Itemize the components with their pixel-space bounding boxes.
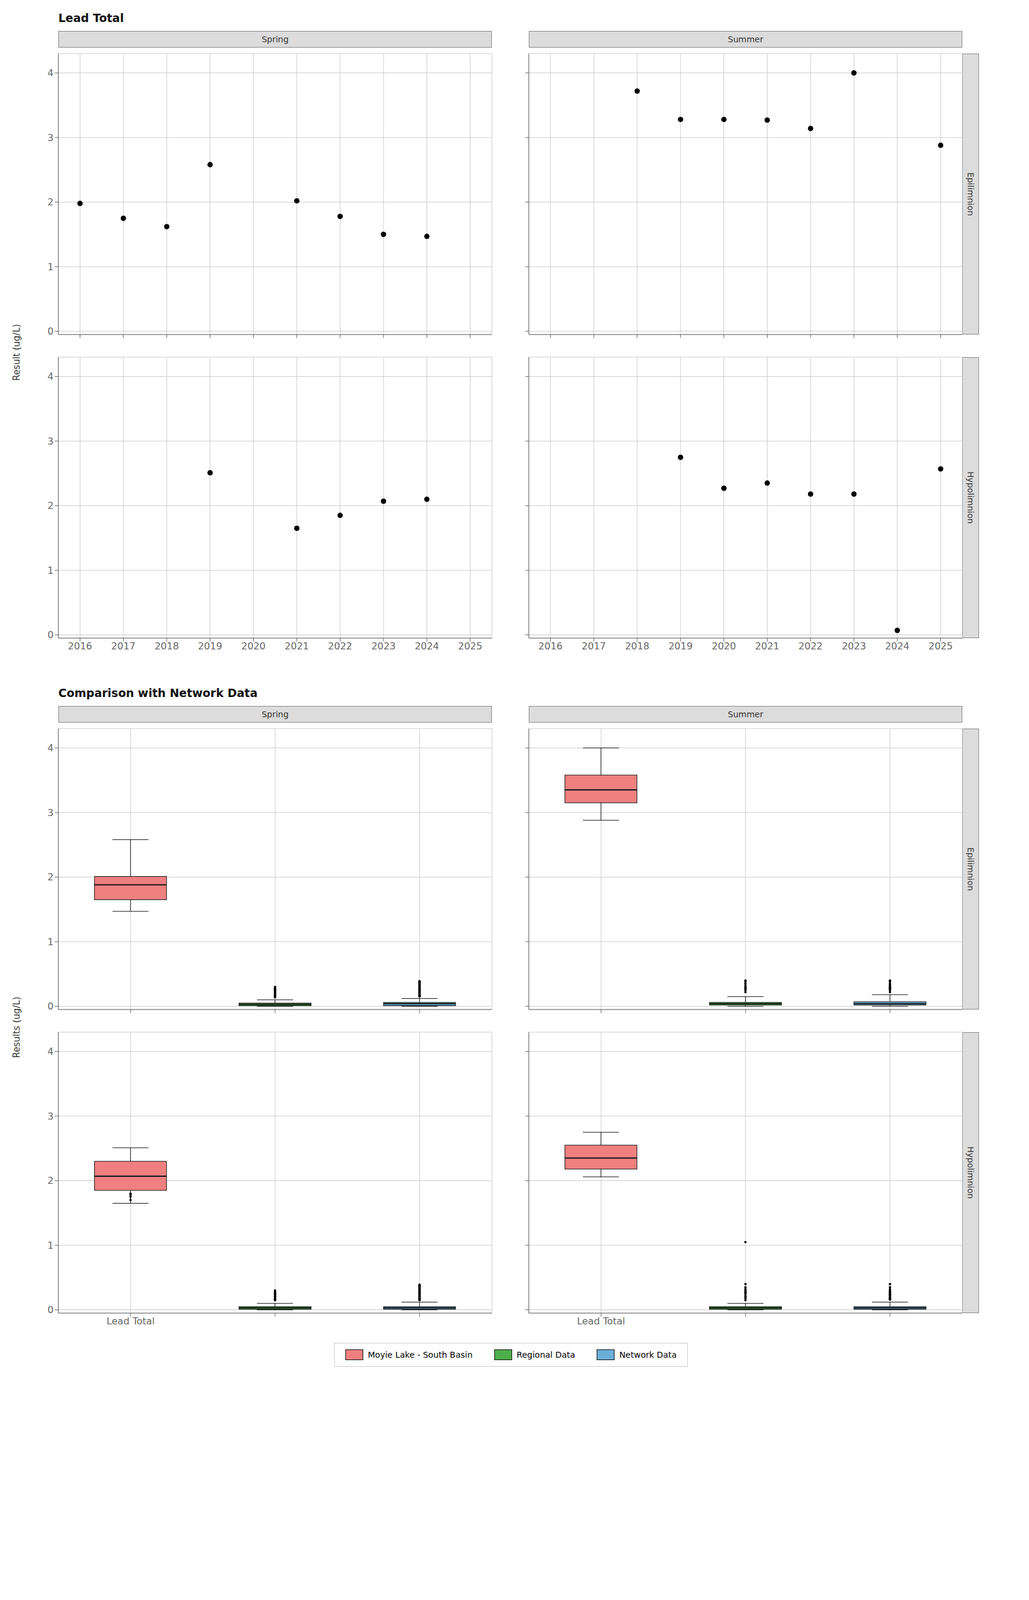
svg-text:3: 3 bbox=[47, 435, 54, 448]
svg-text:2: 2 bbox=[47, 500, 54, 512]
svg-text:Lead Total: Lead Total bbox=[577, 1316, 626, 1328]
svg-text:2021: 2021 bbox=[755, 640, 780, 653]
html-text:Summer: Summer bbox=[727, 34, 764, 45]
svg-text:3: 3 bbox=[47, 807, 54, 819]
svg-text:2021: 2021 bbox=[284, 640, 310, 653]
html-text:Regional Data: Regional Data bbox=[516, 1350, 576, 1361]
svg-text:2: 2 bbox=[47, 1175, 54, 1187]
html-text:Lead Total: Lead Total bbox=[58, 11, 124, 25]
html-text:Network Data: Network Data bbox=[619, 1350, 677, 1361]
svg-text:4: 4 bbox=[47, 67, 54, 79]
svg-text:1: 1 bbox=[47, 936, 54, 949]
html-text:Hypolimnion: Hypolimnion bbox=[965, 1146, 976, 1200]
svg-text:2017: 2017 bbox=[581, 640, 607, 653]
svg-text:1: 1 bbox=[47, 1240, 54, 1252]
svg-text:2018: 2018 bbox=[625, 640, 650, 653]
svg-text:1: 1 bbox=[47, 565, 54, 577]
svg-text:1: 1 bbox=[47, 261, 54, 273]
svg-text:2022: 2022 bbox=[798, 640, 823, 653]
html-text:Result (ug/L): Result (ug/L) bbox=[11, 324, 23, 381]
svg-text:4: 4 bbox=[47, 370, 54, 383]
svg-text:2023: 2023 bbox=[842, 640, 867, 653]
svg-text:Lead Total: Lead Total bbox=[106, 1316, 155, 1328]
html-text:Spring: Spring bbox=[261, 34, 289, 45]
svg-text:2022: 2022 bbox=[328, 640, 353, 653]
svg-text:2018: 2018 bbox=[154, 640, 180, 653]
html-text:Summer: Summer bbox=[727, 709, 764, 720]
svg-text:2024: 2024 bbox=[414, 640, 439, 653]
html-text:Epilimnion: Epilimnion bbox=[965, 847, 976, 892]
svg-text:2023: 2023 bbox=[371, 640, 396, 653]
svg-text:2016: 2016 bbox=[538, 640, 563, 653]
svg-text:2019: 2019 bbox=[197, 640, 223, 653]
svg-text:2: 2 bbox=[47, 871, 54, 884]
svg-text:2017: 2017 bbox=[111, 640, 136, 653]
svg-text:4: 4 bbox=[47, 742, 54, 754]
svg-text:4: 4 bbox=[47, 1046, 54, 1058]
html-text:Results (ug/L): Results (ug/L) bbox=[11, 997, 23, 1059]
svg-text:3: 3 bbox=[47, 132, 54, 144]
svg-text:2016: 2016 bbox=[67, 640, 93, 653]
svg-text:2025: 2025 bbox=[457, 640, 483, 653]
svg-text:0: 0 bbox=[47, 1304, 54, 1317]
html-text:Moyie Lake - South Basin: Moyie Lake - South Basin bbox=[367, 1350, 473, 1361]
svg-text:2020: 2020 bbox=[711, 640, 737, 653]
svg-text:3: 3 bbox=[47, 1111, 54, 1123]
html-text:Hypolimnion: Hypolimnion bbox=[965, 471, 976, 524]
html-text:Epilimnion: Epilimnion bbox=[965, 172, 976, 216]
svg-text:0: 0 bbox=[47, 325, 54, 338]
svg-text:2020: 2020 bbox=[241, 640, 266, 653]
svg-text:2019: 2019 bbox=[668, 640, 693, 653]
svg-text:2024: 2024 bbox=[884, 640, 910, 653]
svg-text:0: 0 bbox=[47, 629, 54, 641]
svg-text:2: 2 bbox=[47, 196, 54, 208]
html-text:Comparison with Network Data: Comparison with Network Data bbox=[58, 686, 258, 700]
svg-text:2025: 2025 bbox=[928, 640, 953, 653]
html-text:Spring: Spring bbox=[261, 709, 289, 720]
svg-text:0: 0 bbox=[47, 1001, 54, 1013]
